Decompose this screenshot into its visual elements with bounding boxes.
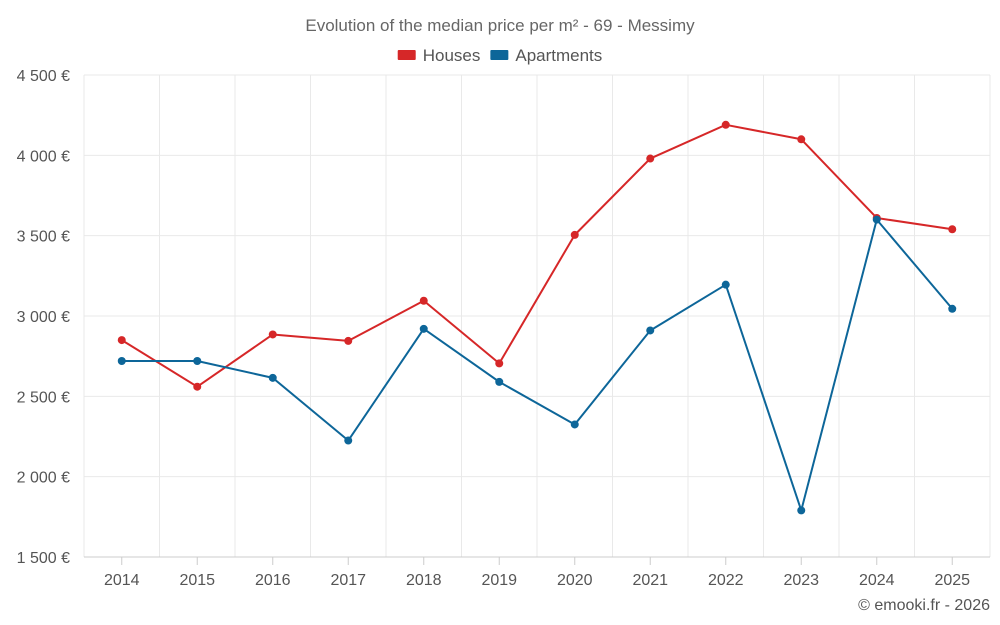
x-tick-label: 2020: [557, 572, 593, 589]
series-group: [117, 120, 957, 515]
data-point-houses[interactable]: [268, 330, 277, 339]
data-point-houses[interactable]: [721, 120, 730, 129]
data-point-houses[interactable]: [948, 225, 957, 234]
series-line-houses: [121, 123, 953, 388]
data-point-houses[interactable]: [193, 382, 202, 391]
data-point-apartments[interactable]: [268, 373, 277, 382]
x-tick-label: 2024: [859, 572, 895, 589]
legend-item-houses[interactable]: Houses: [397, 46, 481, 65]
data-point-apartments[interactable]: [797, 506, 806, 515]
chart-title: Evolution of the median price per m² - 6…: [305, 16, 695, 35]
x-tick-label: 2014: [104, 572, 140, 589]
legend[interactable]: Houses Apartments: [397, 46, 603, 65]
x-tick-label: 2025: [934, 572, 970, 589]
y-tick-label: 1 500 €: [17, 550, 70, 567]
y-axis: 1 500 € 2 000 € 2 500 € 3 000 € 3 500 € 4 000…: [17, 68, 70, 567]
series-line-apartments: [121, 218, 954, 512]
data-point-apartments[interactable]: [344, 436, 353, 445]
data-point-houses[interactable]: [344, 336, 353, 345]
data-point-apartments[interactable]: [872, 215, 881, 224]
grid: [83, 74, 991, 557]
data-point-houses[interactable]: [797, 135, 806, 144]
data-point-houses[interactable]: [646, 154, 655, 163]
data-point-houses[interactable]: [495, 359, 504, 368]
data-point-houses[interactable]: [117, 336, 126, 345]
x-tick-label: 2023: [783, 572, 819, 589]
x-axis: 2014 2015 2016 2017 2018 2019 2020 2021 2022 2023…: [84, 556, 990, 589]
legend-swatch: [490, 50, 509, 60]
y-tick-label: 4 000 €: [17, 148, 70, 165]
data-point-apartments[interactable]: [570, 420, 579, 429]
x-tick-label: 2015: [179, 572, 215, 589]
legend-swatch: [397, 50, 416, 60]
data-point-apartments[interactable]: [948, 304, 957, 313]
y-tick-label: 4 500 €: [17, 68, 70, 85]
data-point-houses[interactable]: [570, 230, 579, 239]
legend-label: Houses: [423, 46, 481, 65]
data-point-apartments[interactable]: [721, 280, 730, 289]
x-tick-label: 2021: [632, 572, 668, 589]
data-point-apartments[interactable]: [193, 356, 202, 365]
data-point-houses[interactable]: [419, 296, 428, 305]
x-tick-label: 2018: [406, 572, 442, 589]
x-tick-label: 2019: [481, 572, 517, 589]
legend-item-apartments[interactable]: Apartments: [490, 46, 602, 65]
data-point-apartments[interactable]: [495, 377, 504, 386]
data-point-apartments[interactable]: [117, 356, 126, 365]
y-tick-label: 3 500 €: [17, 229, 70, 246]
y-tick-label: 3 000 €: [17, 309, 70, 326]
credit-text: © emooki.fr - 2026: [858, 597, 990, 614]
data-point-apartments[interactable]: [646, 326, 655, 335]
x-tick-label: 2022: [708, 572, 744, 589]
data-point-apartments[interactable]: [419, 324, 428, 333]
y-tick-label: 2 000 €: [17, 470, 70, 487]
x-tick-label: 2016: [255, 572, 291, 589]
y-tick-label: 2 500 €: [17, 389, 70, 406]
legend-label: Apartments: [515, 46, 602, 65]
x-tick-label: 2017: [330, 572, 366, 589]
